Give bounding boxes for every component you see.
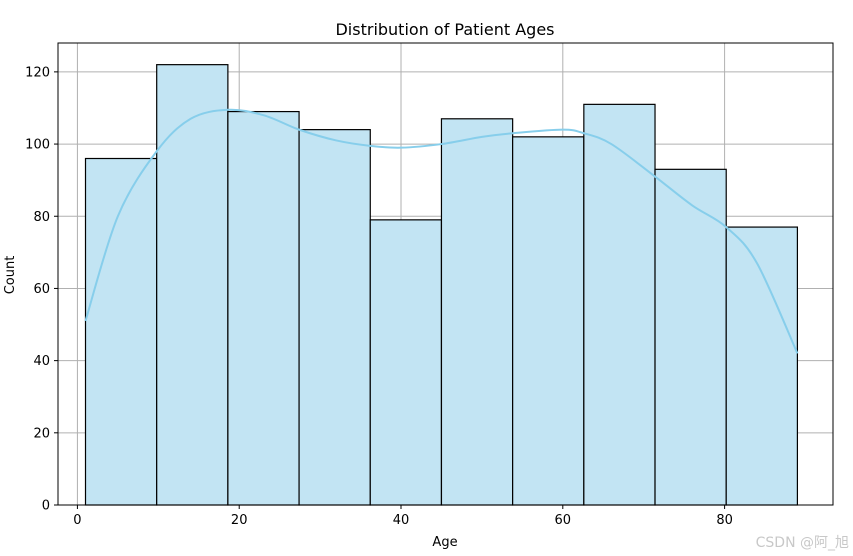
y-tick-label: 40 (33, 354, 50, 369)
x-tick-label: 0 (73, 513, 81, 528)
x-tick-label: 40 (393, 513, 410, 528)
histogram-bar (298, 129, 371, 506)
histogram-bar (512, 136, 585, 506)
histogram-bars (84, 64, 799, 506)
histogram-bar (440, 118, 514, 506)
kde-curve (84, 108, 799, 354)
y-tick-label: 60 (33, 282, 50, 297)
histogram-bar (227, 110, 300, 506)
histogram-bar (84, 157, 158, 506)
y-tick-label: 20 (33, 426, 50, 441)
y-axis-label: Count (3, 256, 18, 295)
histogram-bar (725, 226, 799, 506)
y-tick-label: 80 (33, 210, 50, 225)
x-axis-ticks: 0 20 40 60 80 (73, 505, 733, 528)
histogram-bar (156, 64, 229, 506)
histogram-bar (583, 103, 656, 506)
chart-title: Distribution of Patient Ages (335, 20, 554, 39)
histogram-bar (654, 168, 727, 506)
histogram-bar (369, 219, 443, 506)
y-tick-label: 120 (25, 65, 50, 80)
y-axis-ticks: 0 20 40 60 80 100 120 (25, 65, 58, 514)
y-tick-label: 100 (25, 138, 50, 153)
watermark: CSDN @阿_旭 (756, 535, 849, 551)
x-tick-label: 60 (555, 513, 572, 528)
plot-frame (57, 42, 834, 506)
x-axis-label: Age (432, 535, 457, 550)
y-tick-label: 0 (42, 499, 50, 514)
x-tick-label: 80 (716, 513, 733, 528)
x-tick-label: 20 (231, 513, 248, 528)
